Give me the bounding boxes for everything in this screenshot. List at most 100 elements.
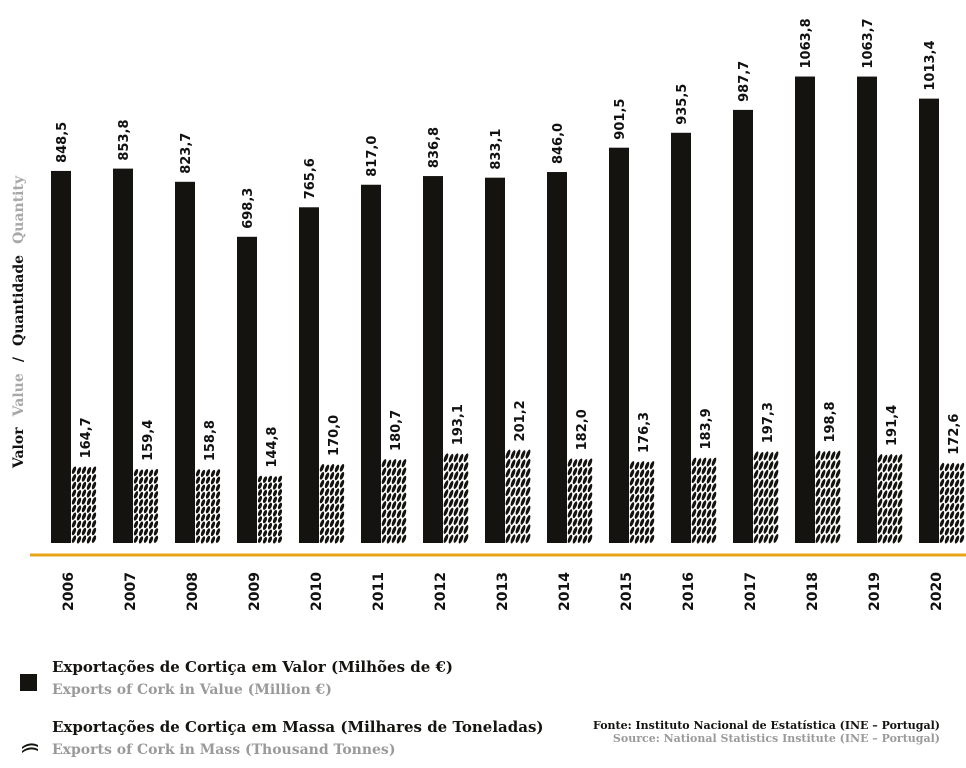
cork-stopper-icon <box>706 535 712 544</box>
cork-stopper-icon <box>691 517 697 526</box>
cork-stopper-icon <box>195 513 201 521</box>
cork-stopper-icon <box>877 507 883 517</box>
cork-stopper-icon <box>820 497 826 507</box>
cork-stopper-icon <box>587 509 593 518</box>
value-bar <box>51 170 71 544</box>
cork-stopper-icon <box>515 515 521 525</box>
cork-stopper-icon <box>701 466 707 475</box>
cork-stopper-icon <box>820 488 826 498</box>
cork-stopper-icon <box>820 534 826 544</box>
cork-stopper-icon <box>458 480 464 490</box>
cork-stopper-icon <box>329 519 335 528</box>
cork-stopper-icon <box>887 525 893 534</box>
cork-stopper-icon <box>210 484 216 492</box>
cork-stopper-icon <box>525 524 531 534</box>
cork-stopper-icon <box>319 471 325 480</box>
cork-stopper-icon <box>210 536 216 544</box>
cork-stopper-icon <box>587 500 593 510</box>
cork-stopper-icon <box>453 480 459 490</box>
cork-stopper-icon <box>701 474 707 484</box>
cork-stopper-icon <box>86 474 92 483</box>
cork-stopper-icon <box>887 507 893 517</box>
cork-stopper-icon <box>711 483 717 492</box>
cork-stopper-icon <box>267 516 273 523</box>
mass-labels: 164,7 159,4 158,8 144,8 170,0 180,7 193,1 201,2… <box>79 400 962 467</box>
cork-stopper-icon <box>91 489 97 497</box>
cork-stopper-icon <box>195 506 201 514</box>
cork-stopper-icon <box>334 480 340 489</box>
cork-stopper-icon <box>148 521 154 529</box>
cork-stopper-icon <box>277 536 283 543</box>
cork-stopper-icon <box>205 491 211 499</box>
cork-stopper-icon <box>515 468 521 478</box>
cork-stopper-icon <box>815 469 821 479</box>
cork-stopper-icon <box>401 459 407 468</box>
cork-stopper-icon <box>458 525 464 535</box>
cork-stopper-icon <box>587 492 593 501</box>
cork-stopper-icon <box>949 519 955 527</box>
cork-stopper-icon <box>339 535 345 543</box>
cork-stopper-icon <box>763 478 769 488</box>
cork-stopper-icon <box>582 492 588 502</box>
cork-stopper-icon <box>396 535 402 544</box>
cork-stopper-icon <box>835 459 841 469</box>
cork-stopper-icon <box>386 535 392 544</box>
cork-stopper-icon <box>71 535 77 543</box>
cork-stopper-icon <box>820 515 826 525</box>
cork-stopper-icon <box>334 519 340 528</box>
cork-stopper-icon <box>763 469 769 479</box>
cork-stopper-icon <box>954 535 960 544</box>
cork-stopper-icon <box>515 477 521 487</box>
cork-stopper-icon <box>148 491 154 500</box>
cork-stopper-icon <box>86 536 92 544</box>
cork-stopper-icon <box>763 524 769 534</box>
cork-stopper-icon <box>825 478 831 488</box>
cork-stopper-icon <box>91 466 97 474</box>
cork-stopper-icon <box>577 492 583 501</box>
cork-stopper-icon <box>200 506 206 514</box>
year-label: 2013 <box>495 572 511 611</box>
cork-stopper-icon <box>753 488 759 498</box>
cork-stopper-icon <box>959 494 965 503</box>
cork-stopper-icon <box>892 454 898 464</box>
cork-stopper-icon <box>629 502 635 511</box>
cork-stopper-icon <box>386 526 392 536</box>
value-label: 987,7 <box>737 61 752 102</box>
cork-stopper-icon <box>505 477 511 487</box>
cork-stopper-icon <box>877 534 883 543</box>
cork-stopper-icon <box>711 457 717 466</box>
cork-stopper-icon <box>133 483 139 492</box>
cork-stopper-icon <box>954 463 960 472</box>
cork-stopper-icon <box>205 506 211 514</box>
cork-stopper-icon <box>324 512 330 520</box>
cork-stopper-icon <box>386 468 392 477</box>
cork-stopper-icon <box>143 483 149 492</box>
cork-stopper-icon <box>339 487 345 496</box>
cork-stopper-icon <box>567 509 573 518</box>
cork-stopper-icon <box>277 502 283 510</box>
cork-stopper-icon <box>773 524 779 534</box>
cork-stopper-icon <box>830 451 836 461</box>
cork-stopper-icon <box>448 480 454 490</box>
cork-stopper-icon <box>91 504 97 513</box>
cork-stopper-icon <box>200 499 206 507</box>
cork-stopper-icon <box>143 468 149 477</box>
cork-stopper-icon <box>634 519 640 528</box>
cork-stopper-icon <box>706 526 712 535</box>
cork-stopper-icon <box>401 501 407 510</box>
cork-stopper-icon <box>91 512 97 520</box>
cork-stopper-icon <box>22 743 38 753</box>
cork-stopper-icon <box>835 515 841 525</box>
cork-stopper-icon <box>758 451 764 461</box>
cork-stopper-icon <box>825 533 831 543</box>
cork-stopper-icon <box>200 514 206 522</box>
cork-stopper-icon <box>463 516 469 525</box>
cork-stopper-icon <box>319 535 325 543</box>
cork-stopper-icon <box>877 454 883 463</box>
cork-stopper-icon <box>897 525 903 534</box>
cork-stopper-icon <box>215 476 221 484</box>
cork-stopper-icon <box>334 496 340 504</box>
cork-stopper-icon <box>153 506 159 514</box>
cork-stopper-icon <box>830 506 836 516</box>
cork-stopper-icon <box>71 474 77 482</box>
